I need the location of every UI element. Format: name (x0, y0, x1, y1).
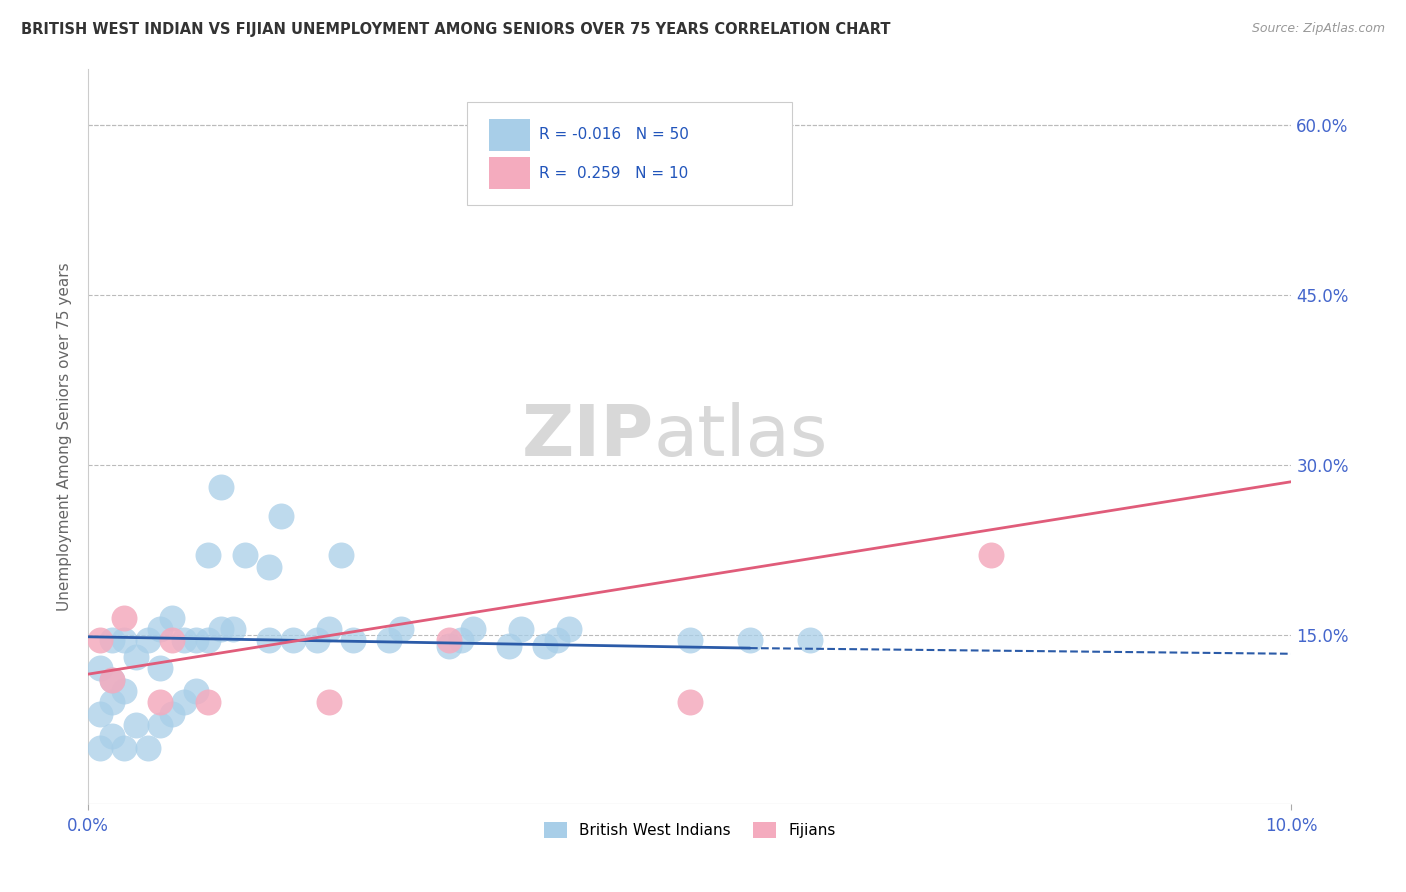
Point (125, 650, 148, 665)
Point (738, 633, 761, 648)
Point (101, 633, 124, 648)
Point (101, 673, 124, 687)
Point (270, 508, 292, 523)
Point (305, 633, 328, 648)
Point (329, 549, 352, 563)
Point (125, 718, 148, 732)
Point (173, 633, 195, 648)
Text: atlas: atlas (654, 402, 828, 471)
Point (149, 718, 172, 732)
Point (186, 633, 208, 648)
Point (173, 695, 195, 709)
Point (101, 673, 124, 687)
Point (437, 639, 460, 653)
Point (89, 633, 111, 648)
Point (463, 622, 485, 636)
Point (101, 730, 124, 744)
Legend: British West Indians, Fijians: British West Indians, Fijians (537, 816, 842, 845)
Point (112, 610, 135, 624)
Point (450, 633, 472, 648)
Point (257, 633, 280, 648)
Point (89, 706, 111, 721)
Point (378, 633, 401, 648)
Point (112, 740, 135, 755)
Point (980, 549, 1002, 563)
FancyBboxPatch shape (489, 157, 530, 189)
Text: ZIP: ZIP (522, 402, 654, 471)
Point (257, 559, 280, 574)
Point (136, 633, 159, 648)
Text: Source: ZipAtlas.com: Source: ZipAtlas.com (1251, 22, 1385, 36)
Point (281, 633, 304, 648)
Point (89, 740, 111, 755)
Point (197, 549, 219, 563)
Point (162, 633, 184, 648)
Point (437, 633, 460, 648)
Point (679, 695, 702, 709)
Point (149, 622, 172, 636)
Point (136, 740, 159, 755)
Point (101, 695, 124, 709)
FancyBboxPatch shape (489, 119, 530, 151)
Point (318, 695, 340, 709)
Point (112, 633, 135, 648)
Point (209, 480, 232, 494)
Point (546, 633, 568, 648)
Point (112, 684, 135, 698)
Point (162, 706, 184, 721)
Text: R =  0.259   N = 10: R = 0.259 N = 10 (540, 166, 689, 180)
Point (209, 622, 232, 636)
Point (799, 633, 821, 648)
Point (197, 695, 219, 709)
Point (221, 622, 243, 636)
Point (89, 661, 111, 675)
Point (510, 622, 533, 636)
Point (558, 622, 581, 636)
Text: BRITISH WEST INDIAN VS FIJIAN UNEMPLOYMENT AMONG SENIORS OVER 75 YEARS CORRELATI: BRITISH WEST INDIAN VS FIJIAN UNEMPLOYME… (21, 22, 890, 37)
Point (149, 661, 172, 675)
Point (498, 639, 520, 653)
Point (149, 695, 172, 709)
Point (389, 622, 412, 636)
Point (534, 639, 557, 653)
Point (186, 684, 208, 698)
Point (197, 633, 219, 648)
Point (233, 549, 256, 563)
Y-axis label: Unemployment Among Seniors over 75 years: Unemployment Among Seniors over 75 years (58, 262, 72, 611)
FancyBboxPatch shape (467, 102, 792, 204)
Text: R = -0.016   N = 50: R = -0.016 N = 50 (540, 128, 689, 142)
Point (318, 622, 340, 636)
Point (342, 633, 364, 648)
Point (679, 633, 702, 648)
Point (162, 610, 184, 624)
